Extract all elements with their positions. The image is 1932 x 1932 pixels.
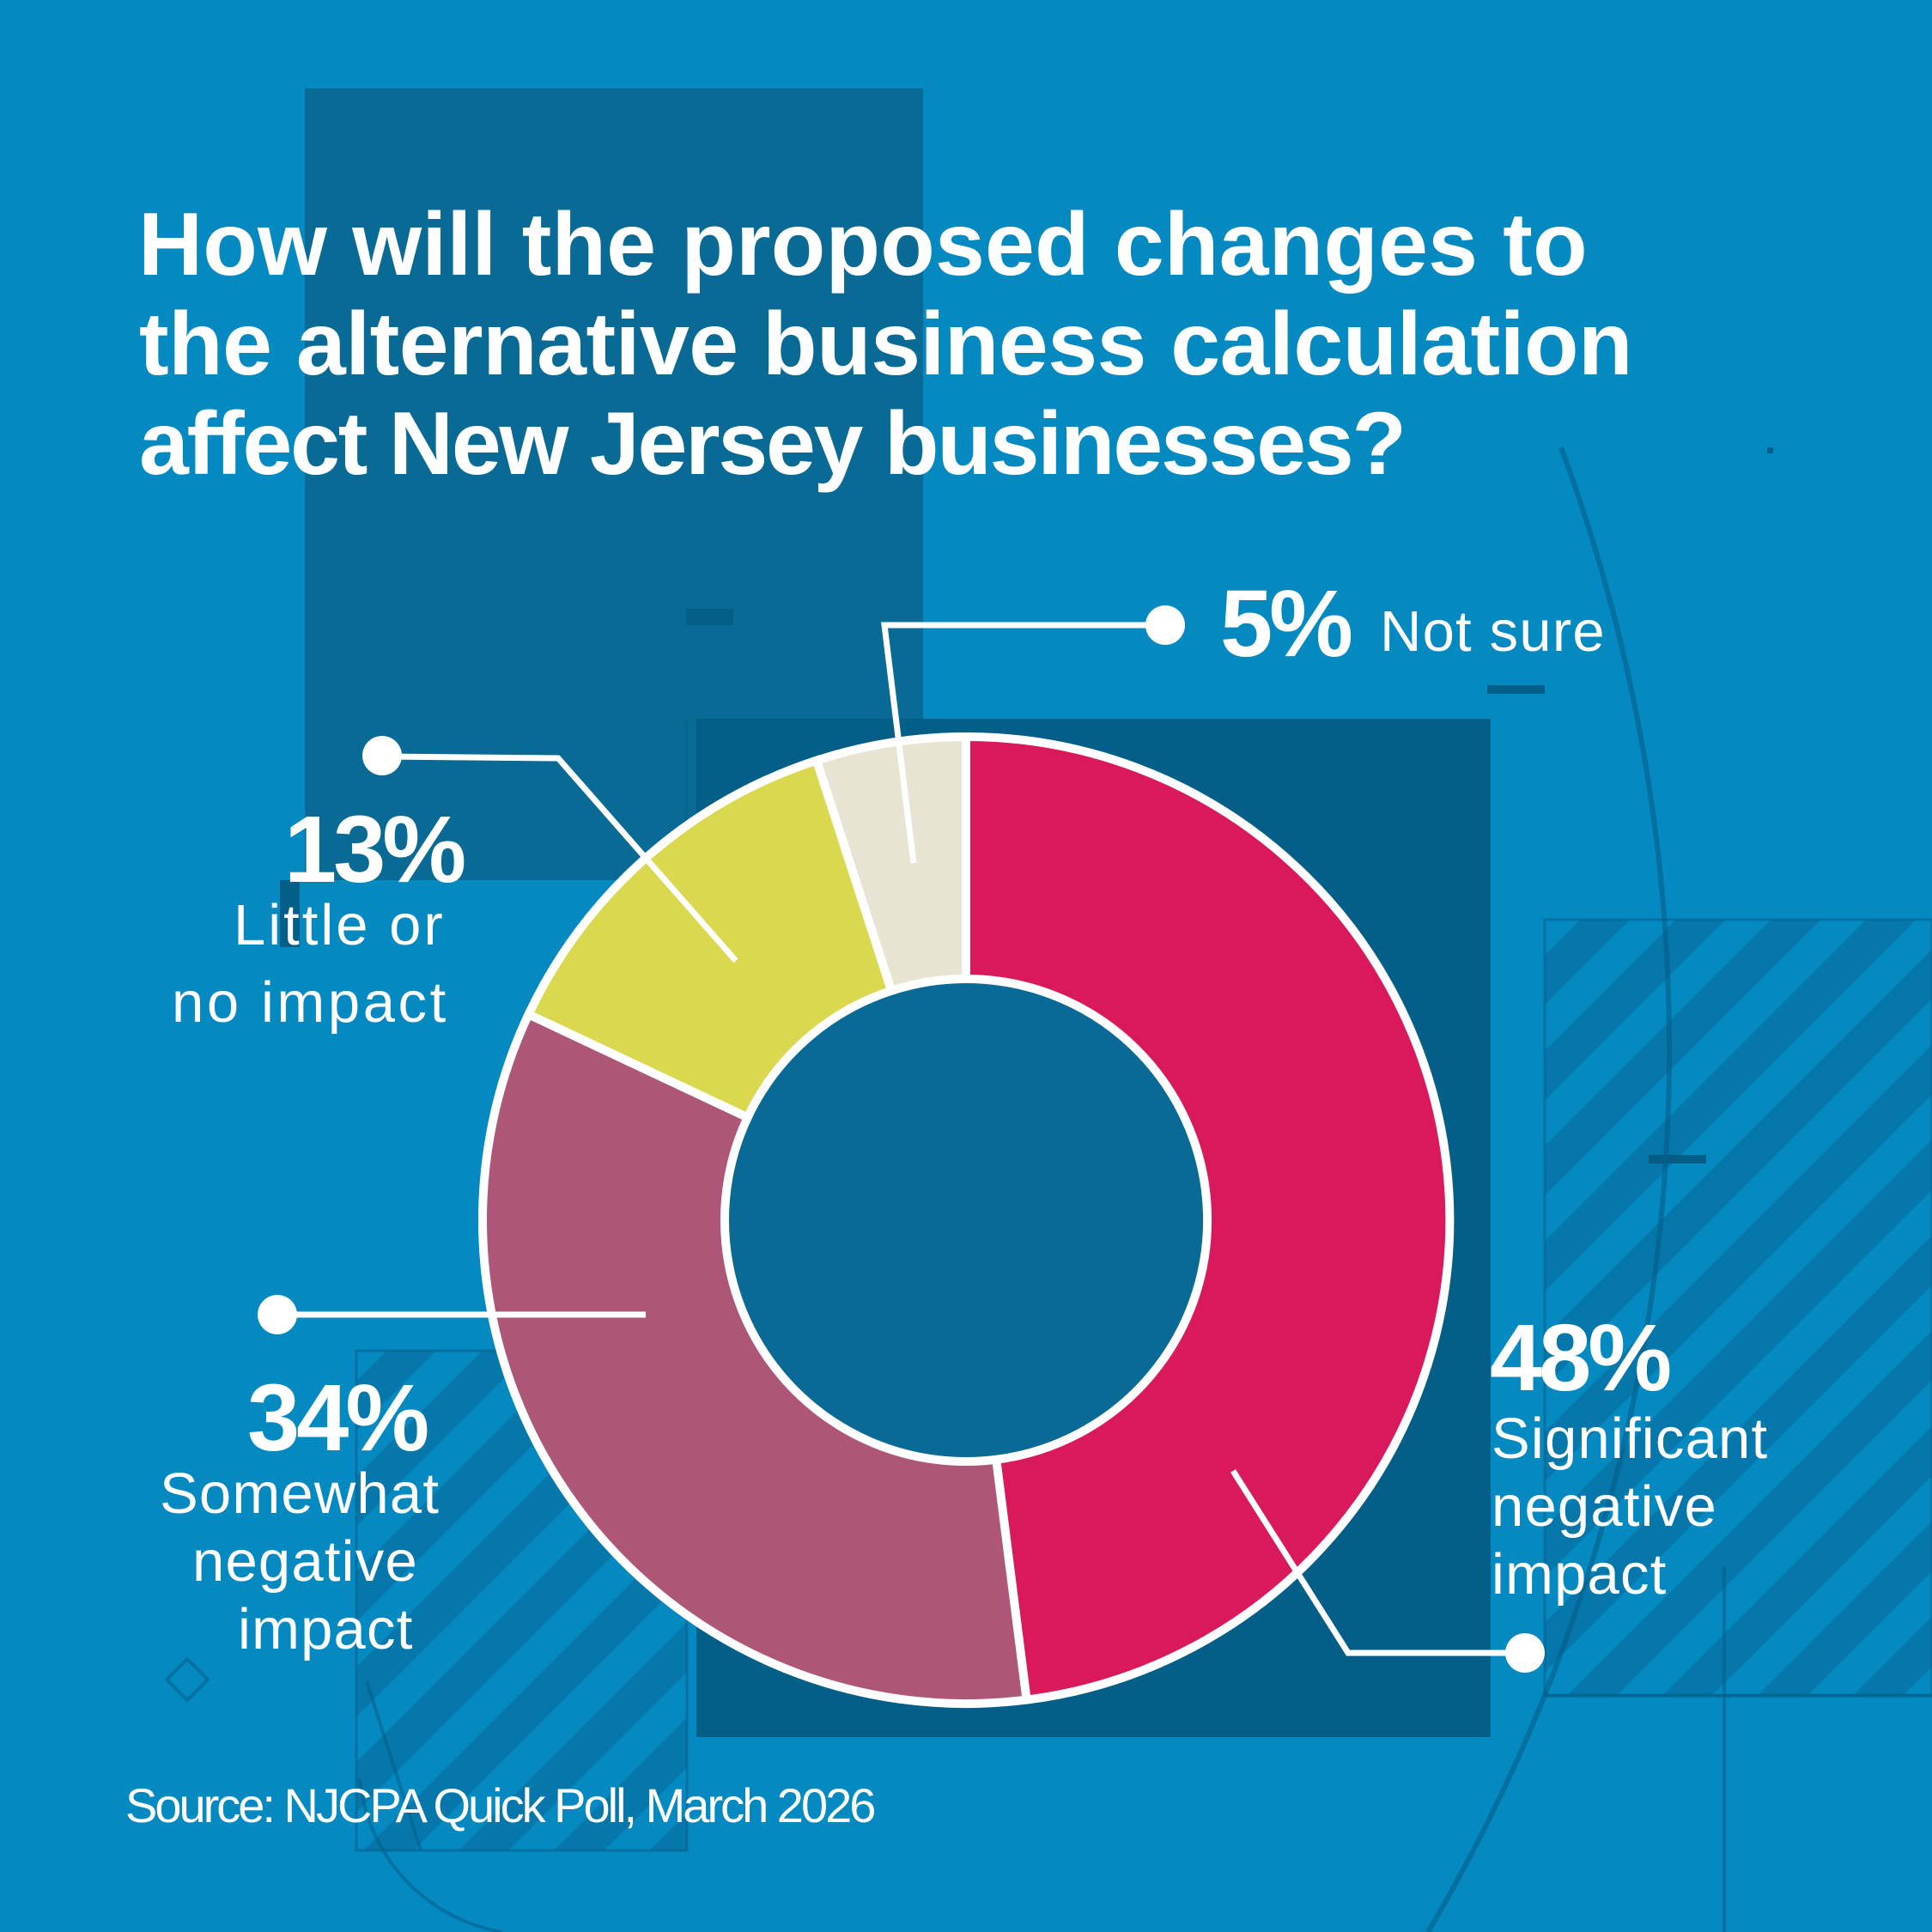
svg-text:Not sure: Not sure <box>1380 599 1606 664</box>
svg-text:Source: NJCPA Quick Poll, Marc: Source: NJCPA Quick Poll, March 2026 <box>125 1778 874 1832</box>
svg-text:negative: negative <box>192 1529 418 1594</box>
svg-text:negative: negative <box>1492 1474 1717 1539</box>
svg-text:impact: impact <box>238 1597 414 1662</box>
svg-text:Somewhat: Somewhat <box>160 1461 440 1526</box>
svg-text:no impact: no impact <box>172 970 449 1035</box>
svg-text:34%: 34% <box>247 1365 427 1471</box>
svg-text:the alternative business calcu: the alternative business calculation <box>139 295 1632 394</box>
svg-text:affect New Jersey businesses?: affect New Jersey businesses? <box>139 394 1405 494</box>
svg-text:48%: 48% <box>1490 1305 1669 1411</box>
svg-text:How will the proposed changes: How will the proposed changes to <box>138 195 1588 295</box>
svg-text:impact: impact <box>1492 1542 1668 1607</box>
svg-text:13%: 13% <box>284 797 464 902</box>
svg-text:Significant: Significant <box>1492 1406 1768 1471</box>
svg-text:Little or: Little or <box>234 893 446 957</box>
svg-text:5%: 5% <box>1220 571 1351 677</box>
